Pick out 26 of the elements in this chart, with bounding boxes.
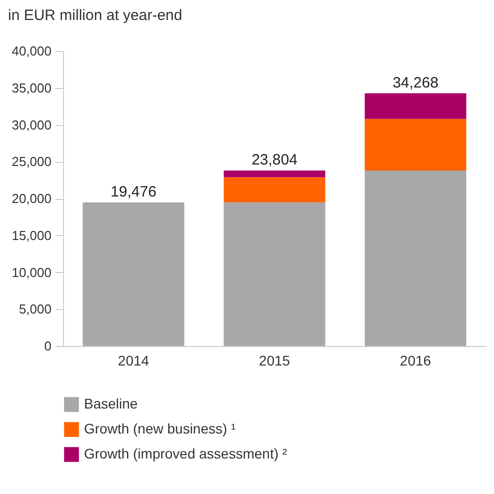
bar <box>364 118 466 170</box>
y-tick-label: 10,000 <box>12 264 52 280</box>
total-label: 19,476 <box>110 183 156 200</box>
y-tick-label: 20,000 <box>12 191 52 206</box>
y-tick-label: 30,000 <box>12 117 52 132</box>
y-tick-label: 15,000 <box>12 228 52 243</box>
bar <box>224 177 326 202</box>
bar <box>364 170 466 346</box>
y-tick-label: 0 <box>44 338 52 354</box>
y-tick-label: 40,000 <box>12 44 52 58</box>
x-tick-label: 2015 <box>258 352 290 368</box>
bar <box>364 93 466 119</box>
legend-label: Growth (improved assessment) ² <box>84 446 288 462</box>
y-tick-label: 35,000 <box>12 80 52 96</box>
total-label: 34,268 <box>392 74 438 92</box>
bar <box>224 170 326 178</box>
x-tick-label: 2016 <box>400 352 432 368</box>
bar <box>224 202 326 346</box>
y-tick-label: 25,000 <box>12 154 52 170</box>
legend-label: Growth (new business) ¹ <box>84 420 236 436</box>
x-tick-label: 2014 <box>118 352 150 368</box>
total-label: 23,804 <box>252 151 298 168</box>
legend-label: Baseline <box>84 396 138 412</box>
bar <box>82 202 184 346</box>
y-tick-label: 5,000 <box>18 302 52 317</box>
chart-title: in EUR million at year-end <box>8 7 182 24</box>
